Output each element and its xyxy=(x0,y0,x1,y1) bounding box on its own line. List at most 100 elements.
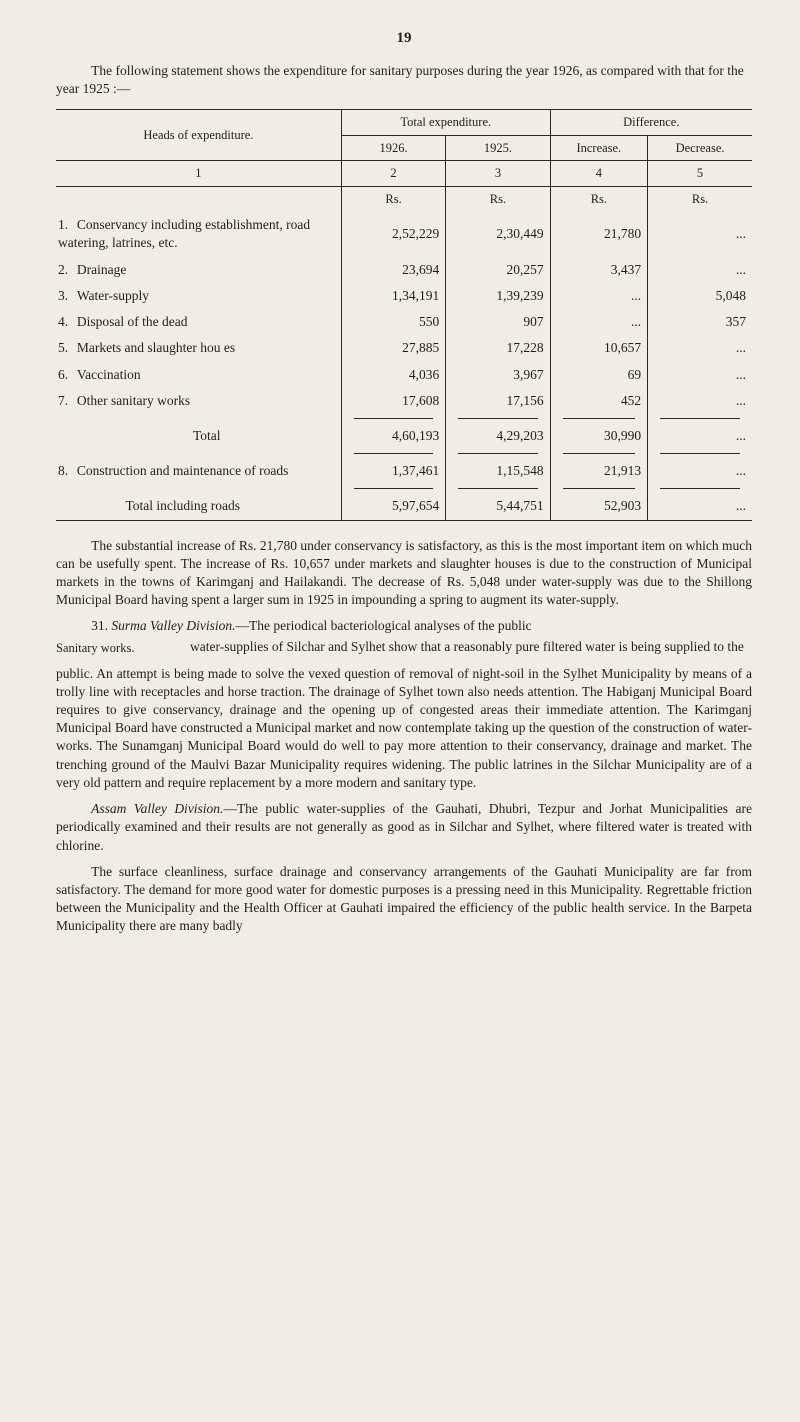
page-number: 19 xyxy=(56,28,752,48)
row-desc: Markets and slaughter hou es xyxy=(77,340,235,355)
surma-valley-heading: Surma Valley Division. xyxy=(111,618,235,633)
cell-increase: 21,780 xyxy=(550,212,647,256)
row-desc: Water-supply xyxy=(77,288,149,303)
colnum-4: 4 xyxy=(550,161,647,187)
row-index: 6. xyxy=(58,366,77,384)
section-31-flow: water-supplies of Silchar and Sylhet sho… xyxy=(190,638,752,657)
grand-increase: 52,903 xyxy=(550,493,647,520)
cell-increase: ... xyxy=(550,309,647,335)
row-index: 4. xyxy=(58,313,77,331)
colnum-2: 2 xyxy=(341,161,445,187)
section-31-tail: public. An attempt is being made to solv… xyxy=(56,665,752,793)
cell-1926: 27,885 xyxy=(341,335,445,361)
page: 19 The following statement shows the exp… xyxy=(0,0,800,1422)
row-index: 8. xyxy=(58,462,77,480)
cell-increase: 452 xyxy=(550,388,647,414)
colnum-3: 3 xyxy=(446,161,550,187)
subtotal-increase: 30,990 xyxy=(550,423,647,449)
year-1925-label: 1925. xyxy=(446,135,550,161)
subtotal-row: Total 4,60,193 4,29,203 30,990 ... xyxy=(56,423,752,449)
table-row: 2.Drainage 23,694 20,257 3,437 ... xyxy=(56,257,752,283)
subtotal-rule-top xyxy=(56,414,752,423)
decrease-label: Decrease. xyxy=(648,135,752,161)
cell-1926: 17,608 xyxy=(341,388,445,414)
cell-decrease: 5,048 xyxy=(648,283,752,309)
total-expenditure-label: Total expenditure. xyxy=(341,109,550,135)
grand-1926: 5,97,654 xyxy=(341,493,445,520)
row-desc: Conservancy including establishment, roa… xyxy=(58,217,310,250)
section-31-number: 31. xyxy=(91,618,111,633)
row-desc: Vaccination xyxy=(77,367,141,382)
cell-decrease: ... xyxy=(648,335,752,361)
rs-2: Rs. xyxy=(446,187,550,212)
row-desc: Other sanitary works xyxy=(77,393,190,408)
assam-valley-heading: Assam Valley Division. xyxy=(91,801,223,816)
row-index: 2. xyxy=(58,261,77,279)
rs-1: Rs. xyxy=(341,187,445,212)
intro-paragraph: The following statement shows the expend… xyxy=(56,62,752,98)
colnum-1: 1 xyxy=(56,161,341,187)
cell-increase: 69 xyxy=(550,362,647,388)
cell-increase: 3,437 xyxy=(550,257,647,283)
rupee-unit-row: Rs. Rs. Rs. Rs. xyxy=(56,187,752,212)
column-number-row: 1 2 3 4 5 xyxy=(56,161,752,187)
row-index: 5. xyxy=(58,339,77,357)
table-head: Heads of expenditure. Total expenditure.… xyxy=(56,109,752,212)
section-31-lead-text: —The periodical bacteriological analyses… xyxy=(235,618,531,633)
subtotal-1925: 4,29,203 xyxy=(446,423,550,449)
subtotal-label: Total xyxy=(56,423,341,449)
table-row: 6.Vaccination 4,036 3,967 69 ... xyxy=(56,362,752,388)
cell-decrease: 357 xyxy=(648,309,752,335)
cell-1925: 2,30,449 xyxy=(446,212,550,256)
cell-increase: 21,913 xyxy=(550,458,647,484)
grand-total-label: Total including roads xyxy=(56,493,341,520)
difference-label: Difference. xyxy=(550,109,752,135)
grand-total-row: Total including roads 5,97,654 5,44,751 … xyxy=(56,493,752,520)
table-row: 5.Markets and slaughter hou es 27,885 17… xyxy=(56,335,752,361)
cell-1925: 3,967 xyxy=(446,362,550,388)
cell-decrease: ... xyxy=(648,257,752,283)
cell-1926: 550 xyxy=(341,309,445,335)
cell-increase: 10,657 xyxy=(550,335,647,361)
cell-1926: 2,52,229 xyxy=(341,212,445,256)
grand-rule-top xyxy=(56,484,752,493)
increase-label: Increase. xyxy=(550,135,647,161)
cell-1925: 1,15,548 xyxy=(446,458,550,484)
subtotal-rule-bottom xyxy=(56,449,752,458)
colnum-5: 5 xyxy=(648,161,752,187)
table-row: 1.Conservancy including establishment, r… xyxy=(56,212,752,256)
cell-decrease: ... xyxy=(648,458,752,484)
cell-1925: 1,39,239 xyxy=(446,283,550,309)
row-index: 1. xyxy=(58,216,77,234)
rs-4: Rs. xyxy=(648,187,752,212)
table-body: 1.Conservancy including establishment, r… xyxy=(56,212,752,520)
table-row: 7.Other sanitary works 17,608 17,156 452… xyxy=(56,388,752,414)
substantial-increase-paragraph: The substantial increase of Rs. 21,780 u… xyxy=(56,537,752,610)
surface-cleanliness-paragraph: The surface cleanliness, surface drainag… xyxy=(56,863,752,936)
row-index: 7. xyxy=(58,392,77,410)
year-1926-label: 1926. xyxy=(341,135,445,161)
table-row: 3.Water-supply 1,34,191 1,39,239 ... 5,0… xyxy=(56,283,752,309)
rs-3: Rs. xyxy=(550,187,647,212)
cell-1925: 17,156 xyxy=(446,388,550,414)
sidenote-sanitary-works: Sanitary works. xyxy=(56,638,176,657)
row-desc: Disposal of the dead xyxy=(77,314,188,329)
grand-1925: 5,44,751 xyxy=(446,493,550,520)
heads-label: Heads of expenditure. xyxy=(56,109,341,161)
cell-decrease: ... xyxy=(648,388,752,414)
cell-1926: 4,036 xyxy=(341,362,445,388)
cell-1925: 17,228 xyxy=(446,335,550,361)
row-desc: Construction and maintenance of roads xyxy=(77,463,288,478)
cell-increase: ... xyxy=(550,283,647,309)
cell-1925: 907 xyxy=(446,309,550,335)
assam-valley-paragraph: Assam Valley Division.—The public water-… xyxy=(56,800,752,855)
section-31-lead: 31. Surma Valley Division.—The periodica… xyxy=(56,617,752,635)
cell-1926: 1,37,461 xyxy=(341,458,445,484)
row-desc: Drainage xyxy=(77,262,126,277)
row-index: 3. xyxy=(58,287,77,305)
subtotal-decrease: ... xyxy=(648,423,752,449)
cell-1926: 1,34,191 xyxy=(341,283,445,309)
cell-1926: 23,694 xyxy=(341,257,445,283)
table-row: 4.Disposal of the dead 550 907 ... 357 xyxy=(56,309,752,335)
table-row: 8.Construction and maintenance of roads … xyxy=(56,458,752,484)
